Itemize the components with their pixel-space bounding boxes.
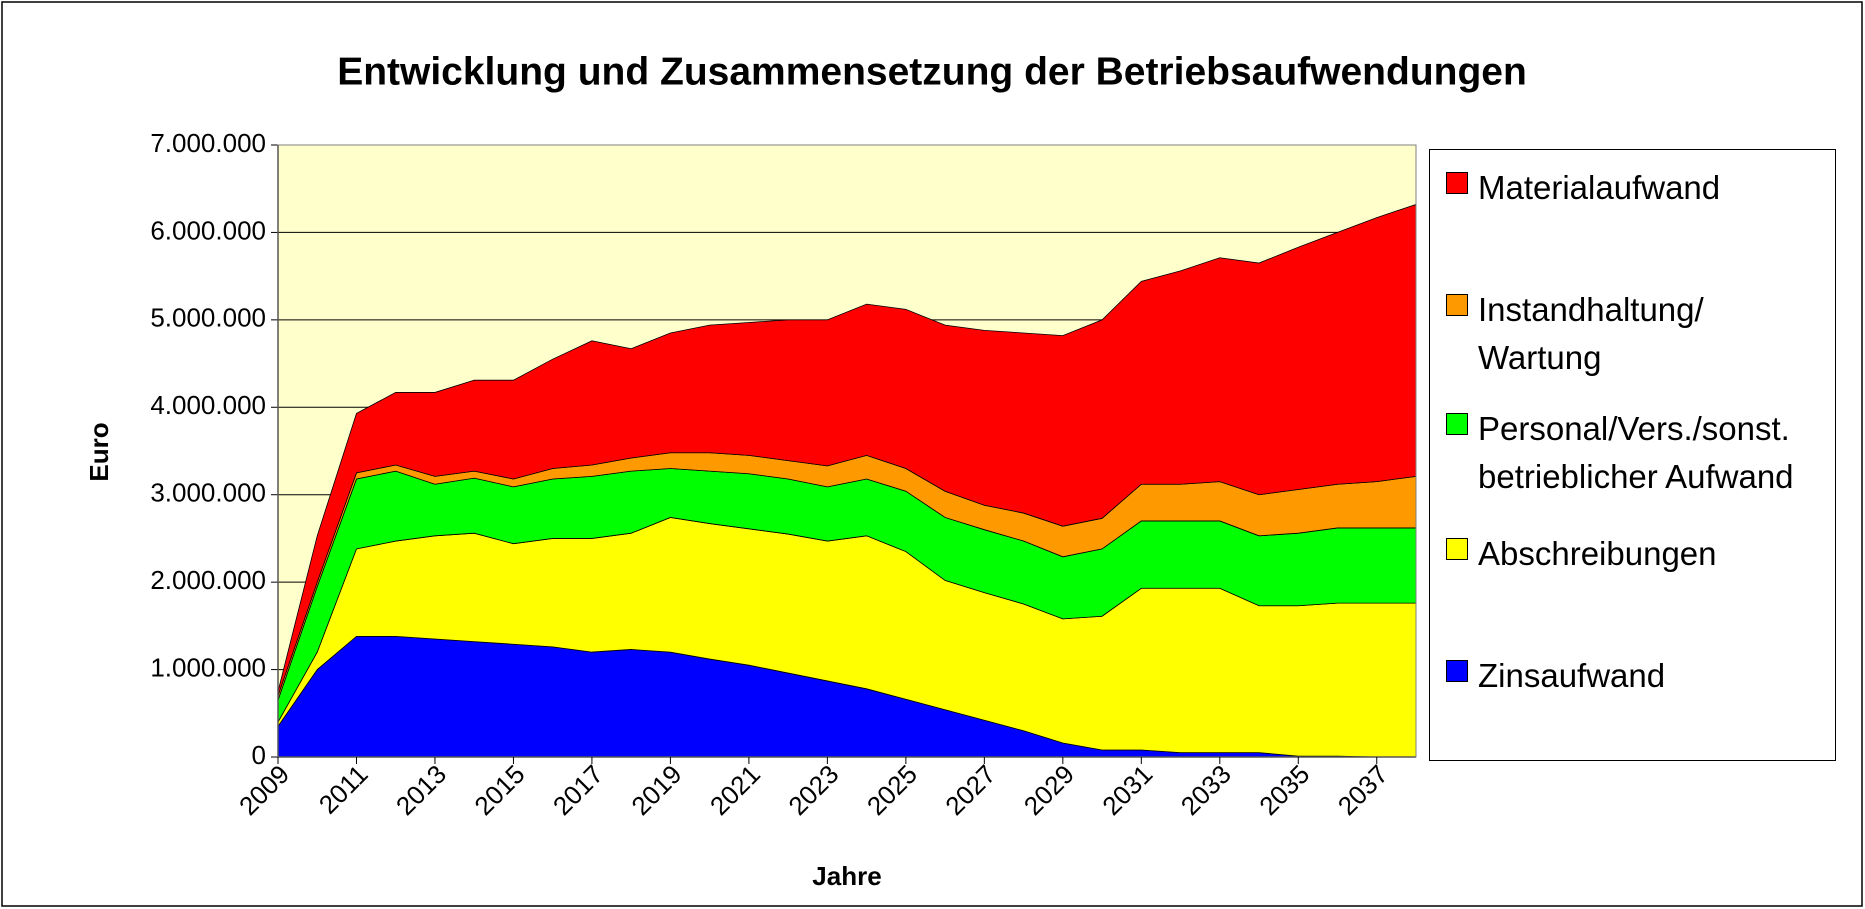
chart-title: Entwicklung und Zusammensetzung der Betr…	[337, 50, 1527, 93]
y-tick-label: 3.000.000	[150, 478, 266, 508]
legend-item: Zinsaufwand	[1446, 652, 1831, 700]
y-tick-label: 5.000.000	[150, 303, 266, 333]
y-tick-label: 6.000.000	[150, 215, 266, 245]
legend-swatch	[1446, 660, 1468, 682]
legend-item: Instandhaltung/ Wartung	[1446, 286, 1831, 382]
legend: Materialaufwand Instandhaltung/ Wartung Pe…	[1429, 149, 1836, 761]
plot-border	[277, 144, 1417, 758]
y-tick-label: 7.000.000	[150, 128, 266, 158]
legend-label: Abschreibungen	[1478, 535, 1717, 572]
legend-label: Personal/Vers./sonst. betrieblicher Aufw…	[1478, 410, 1794, 495]
legend-label: Zinsaufwand	[1478, 657, 1666, 694]
x-axis-title: Jahre	[812, 861, 881, 891]
legend-item: Materialaufwand	[1446, 164, 1831, 212]
legend-label: Materialaufwand	[1478, 169, 1721, 206]
legend-swatch	[1446, 413, 1468, 435]
legend-swatch	[1446, 538, 1468, 560]
y-tick-label: 0	[252, 740, 266, 770]
legend-item: Abschreibungen	[1446, 530, 1831, 578]
y-tick-label: 4.000.000	[150, 390, 266, 420]
y-tick-label: 1.000.000	[150, 652, 266, 682]
legend-item: Personal/Vers./sonst. betrieblicher Aufw…	[1446, 405, 1831, 501]
y-tick-label: 2.000.000	[150, 565, 266, 595]
legend-swatch	[1446, 172, 1468, 194]
y-axis-title: Euro	[84, 422, 114, 481]
legend-label: Instandhaltung/ Wartung	[1478, 291, 1704, 376]
legend-swatch	[1446, 294, 1468, 316]
